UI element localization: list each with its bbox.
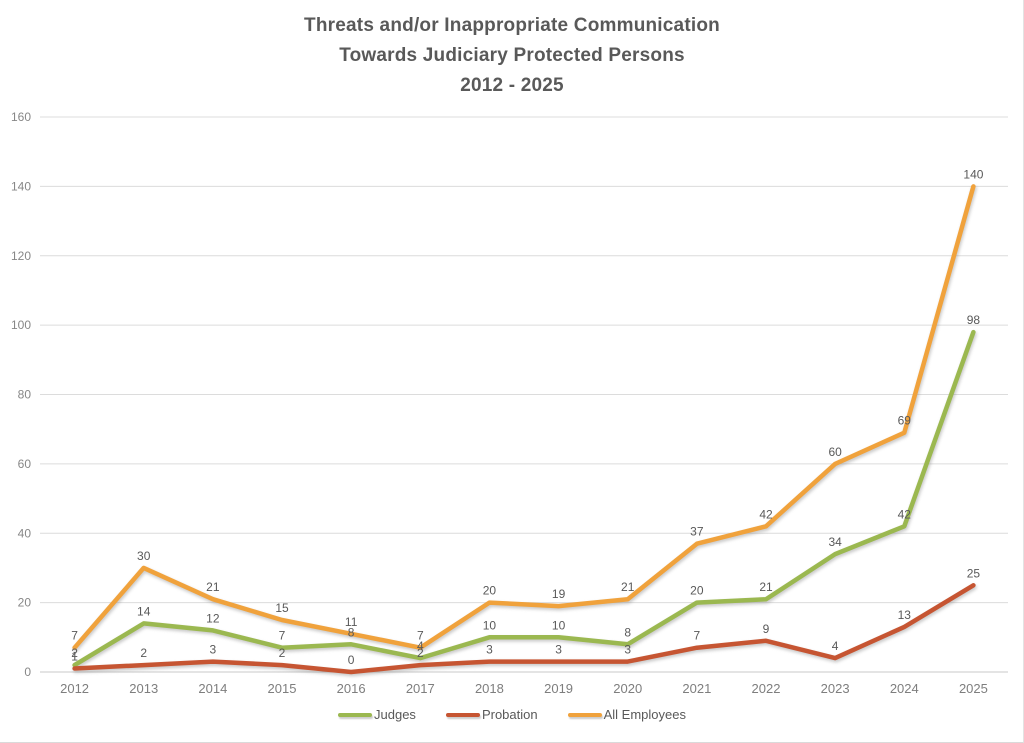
data-label-probation-2018: 3 xyxy=(486,643,493,657)
x-axis-tick-label: 2015 xyxy=(268,681,297,696)
data-label-judges-2022: 21 xyxy=(759,580,773,594)
data-label-probation-2020: 3 xyxy=(624,643,631,657)
x-axis-tick-label: 2012 xyxy=(60,681,89,696)
data-label-judges-2017: 4 xyxy=(417,639,424,653)
x-axis-tick-label: 2014 xyxy=(198,681,227,696)
y-axis-tick-label: 100 xyxy=(11,318,31,332)
data-label-judges-2023: 34 xyxy=(828,535,842,549)
series-line-probation xyxy=(72,583,976,675)
data-label-judges-2025: 98 xyxy=(967,313,981,327)
data-label-all-employees-2019: 19 xyxy=(552,587,566,601)
data-label-all-employees-2018: 20 xyxy=(483,584,497,598)
data-label-judges-2016: 8 xyxy=(348,625,355,639)
y-axis-tick-label: 160 xyxy=(11,110,31,124)
legend-item-judges: Judges xyxy=(338,707,416,722)
legend-swatch-icon xyxy=(445,712,480,717)
data-label-probation-2024: 13 xyxy=(898,608,912,622)
data-label-judges-2020: 8 xyxy=(624,625,631,639)
data-label-all-employees-2024: 69 xyxy=(898,414,912,428)
data-label-all-employees-2013: 30 xyxy=(137,549,151,563)
chart-title-line-1: Threats and/or Inappropriate Communicati… xyxy=(304,15,720,36)
chart-title: Threats and/or Inappropriate Communicati… xyxy=(0,11,1024,101)
series-line-all-employees xyxy=(72,184,976,650)
x-axis-tick-label: 2023 xyxy=(821,681,850,696)
chart-title-line-3: 2012 - 2025 xyxy=(460,75,564,96)
legend-label: Judges xyxy=(374,707,416,722)
series-line-judges xyxy=(72,329,976,668)
legend-label: All Employees xyxy=(603,707,686,722)
y-axis-tick-label: 20 xyxy=(18,596,32,610)
y-axis-tick-label: 120 xyxy=(11,249,31,263)
data-label-probation-2022: 9 xyxy=(763,622,770,636)
y-axis-tick-label: 140 xyxy=(11,179,31,193)
x-axis-tick-label: 2020 xyxy=(613,681,642,696)
data-label-all-employees-2014: 21 xyxy=(206,580,220,594)
y-axis-tick-label: 60 xyxy=(18,457,32,471)
data-label-all-employees-2016: 11 xyxy=(345,615,358,629)
y-axis-tick-label: 40 xyxy=(18,526,32,540)
chart-title-line-2: Towards Judiciary Protected Persons xyxy=(339,45,685,66)
data-label-judges-2014: 12 xyxy=(206,611,220,625)
legend-item-all-employees: All Employees xyxy=(567,707,686,722)
legend-swatch-icon xyxy=(338,712,373,717)
data-label-all-employees-2020: 21 xyxy=(621,580,635,594)
chart-legend: Judges Probation All Employees xyxy=(0,707,1024,722)
data-label-probation-2021: 7 xyxy=(694,629,701,643)
data-label-all-employees-2012: 7 xyxy=(71,629,78,643)
legend-label: Probation xyxy=(481,707,538,722)
x-axis-tick-label: 2021 xyxy=(682,681,711,696)
data-label-all-employees-2017: 7 xyxy=(417,629,424,643)
data-label-probation-2023: 4 xyxy=(832,639,839,653)
data-label-judges-2024: 42 xyxy=(898,507,912,521)
data-label-all-employees-2023: 60 xyxy=(828,445,842,459)
data-label-probation-2013: 2 xyxy=(140,646,147,660)
x-axis-tick-label: 2022 xyxy=(752,681,781,696)
data-label-all-employees-2021: 37 xyxy=(690,525,704,539)
data-label-all-employees-2015: 15 xyxy=(275,601,289,615)
x-axis-tick-label: 2013 xyxy=(129,681,158,696)
data-label-probation-2014: 3 xyxy=(210,643,217,657)
x-axis-tick-label: 2025 xyxy=(959,681,988,696)
data-label-probation-2017: 2 xyxy=(417,646,424,660)
data-label-probation-2025: 25 xyxy=(967,566,981,580)
x-axis-tick-label: 2019 xyxy=(544,681,573,696)
legend-swatch-icon xyxy=(567,712,602,717)
data-label-judges-2015: 7 xyxy=(279,629,286,643)
data-label-probation-2015: 2 xyxy=(279,646,286,660)
data-label-judges-2012: 2 xyxy=(71,646,78,660)
data-label-judges-2013: 14 xyxy=(137,604,151,618)
data-label-probation-2016: 0 xyxy=(348,653,355,667)
x-axis-tick-label: 2016 xyxy=(337,681,366,696)
data-label-all-employees-2022: 42 xyxy=(759,507,773,521)
data-label-judges-2021: 20 xyxy=(690,584,704,598)
x-axis-tick-label: 2017 xyxy=(406,681,435,696)
x-axis-tick-label: 2018 xyxy=(475,681,504,696)
data-label-probation-2019: 3 xyxy=(555,643,562,657)
data-label-judges-2018: 10 xyxy=(483,618,497,632)
data-label-probation-2012: 1 xyxy=(71,650,78,664)
legend-item-probation: Probation xyxy=(445,707,538,722)
data-label-judges-2019: 10 xyxy=(552,618,566,632)
data-label-all-employees-2025: 140 xyxy=(963,167,983,181)
y-axis-tick-label: 0 xyxy=(24,665,31,679)
x-axis-tick-label: 2024 xyxy=(890,681,919,696)
y-axis-tick-label: 80 xyxy=(18,388,32,402)
